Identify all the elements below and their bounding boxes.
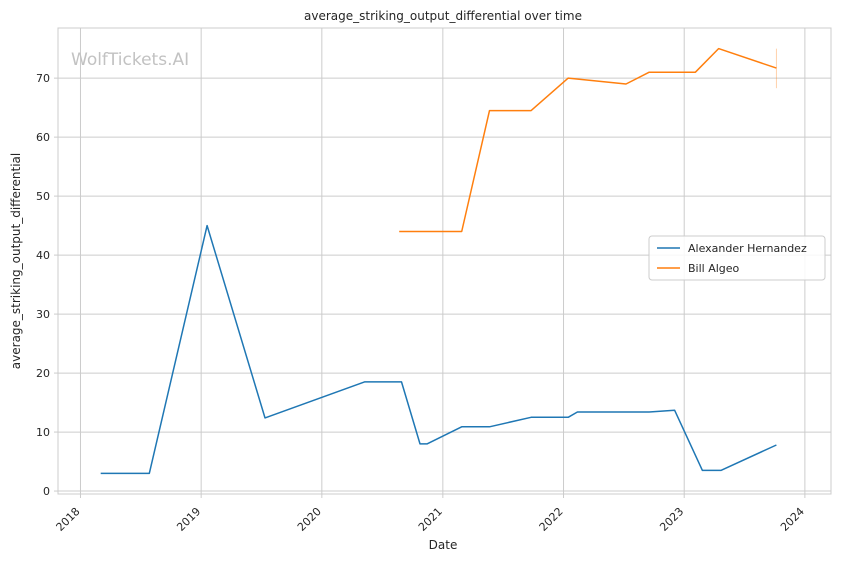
grid: [58, 28, 831, 494]
y-tick-label: 20: [36, 367, 50, 380]
x-axis: 2018 2019 2020 2021 2022 2023 2024: [54, 494, 807, 534]
y-tick-label: 0: [43, 485, 50, 498]
series-line-bill-algeo: [399, 47, 777, 233]
x-tick-label: 2019: [174, 505, 203, 534]
y-axis: 0 10 20 30 40 50 60 70: [36, 72, 58, 498]
y-tick-label: 30: [36, 308, 50, 321]
series-layer: [100, 47, 777, 475]
y-tick-label: 50: [36, 190, 50, 203]
legend-label-alexander-hernandez: Alexander Hernandez: [688, 242, 807, 255]
x-tick-label: 2020: [295, 505, 324, 534]
x-tick-label: 2022: [537, 505, 566, 534]
series-line-alexander-hernandez: [100, 224, 777, 475]
x-axis-title: Date: [429, 538, 458, 552]
legend: Alexander Hernandez Bill Algeo: [648, 235, 826, 281]
x-tick-label: 2021: [416, 505, 445, 534]
legend-label-bill-algeo: Bill Algeo: [688, 262, 740, 275]
y-tick-label: 10: [36, 426, 50, 439]
x-tick-label: 2024: [778, 505, 807, 534]
chart-title: average_striking_output_differential ove…: [304, 9, 582, 23]
y-tick-label: 70: [36, 72, 50, 85]
y-tick-label: 60: [36, 131, 50, 144]
y-tick-label: 40: [36, 249, 50, 262]
x-tick-label: 2018: [54, 505, 83, 534]
x-tick-label: 2023: [657, 505, 686, 534]
watermark: WolfTickets.AI: [71, 50, 189, 70]
legend-box: [648, 235, 826, 281]
y-axis-title: average_striking_output_differential: [9, 153, 23, 369]
